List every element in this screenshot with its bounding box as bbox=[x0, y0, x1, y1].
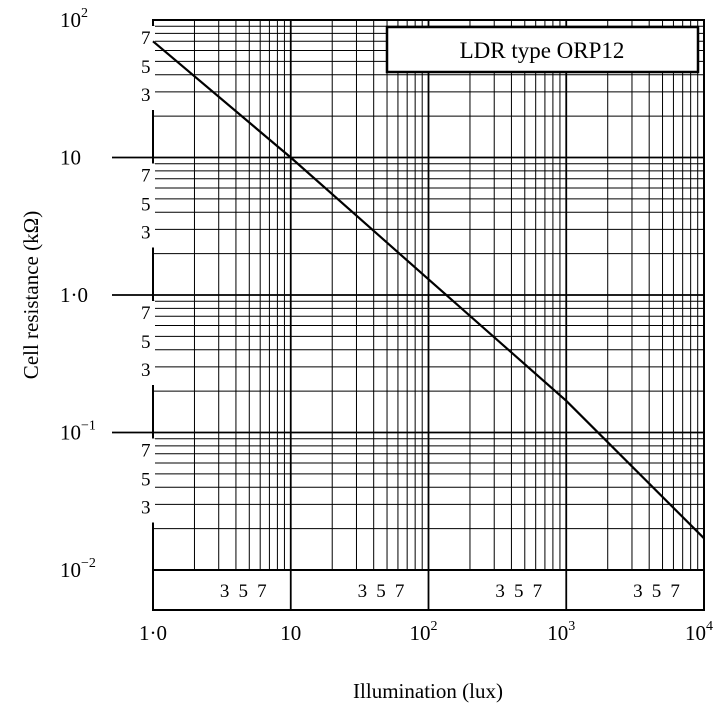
y-minor-tick-label: 5 bbox=[141, 57, 151, 78]
y-minor-labels: 7 5 3 7 5 3 7 5 3 7 5 3 bbox=[140, 26, 155, 523]
y-tick-exponent: −2 bbox=[81, 556, 96, 571]
x-minor-tick-label: 7 bbox=[533, 581, 543, 602]
y-minor-tick-label: 3 bbox=[141, 85, 151, 106]
y-minor-tick-label: 5 bbox=[141, 470, 151, 491]
y-minor-tick-label: 3 bbox=[141, 223, 151, 244]
x-tick-label: 102 bbox=[410, 619, 438, 645]
x-tick-exponent: 2 bbox=[431, 619, 438, 634]
y-tick-exponent: −1 bbox=[81, 419, 96, 434]
y-minor-label-bg bbox=[140, 438, 155, 523]
x-minor-tick-label: 5 bbox=[376, 581, 386, 602]
y-minor-label-bg bbox=[140, 301, 155, 385]
y-minor-tick-label: 7 bbox=[141, 303, 151, 324]
series bbox=[152, 40, 705, 540]
y-minor-tick-label: 5 bbox=[141, 195, 151, 216]
x-minor-tick-label: 7 bbox=[395, 581, 405, 602]
y-minor-label-bg bbox=[140, 163, 155, 248]
x-axis-label: Illumination (lux) bbox=[353, 679, 503, 703]
y-tick-label: 1·0 bbox=[60, 283, 88, 307]
x-minor-tick-label: 3 bbox=[495, 581, 505, 602]
x-tick-exponent: 3 bbox=[568, 619, 575, 634]
y-tick-label: 102 bbox=[60, 6, 88, 32]
y-axis-label: Cell resistance (kΩ) bbox=[19, 211, 43, 379]
x-minor-tick-label: 3 bbox=[220, 581, 230, 602]
y-minor-tick-label: 7 bbox=[141, 28, 151, 49]
resistance-curve bbox=[152, 40, 705, 540]
x-minor-tick-label: 3 bbox=[633, 581, 643, 602]
x-minor-tick-label: 7 bbox=[257, 581, 267, 602]
y-minor-tick-label: 7 bbox=[141, 441, 151, 462]
y-minor-label-bg bbox=[140, 26, 155, 110]
x-tick-label: 1·0 bbox=[139, 621, 167, 645]
y-tick-label: 10 bbox=[60, 146, 81, 170]
y-tick-exponent: 2 bbox=[81, 6, 88, 21]
x-minor-tick-label: 5 bbox=[514, 581, 524, 602]
y-tick-labels: 10−2 10−1 1·0 10 102 bbox=[60, 6, 96, 582]
legend-box: LDR type ORP12 bbox=[385, 25, 700, 74]
legend-label: LDR type ORP12 bbox=[460, 38, 625, 63]
x-tick-label: 10 bbox=[280, 621, 301, 645]
x-tick-label: 103 bbox=[547, 619, 575, 645]
y-minor-tick-label: 3 bbox=[141, 360, 151, 381]
grid bbox=[112, 20, 704, 610]
y-minor-tick-label: 5 bbox=[141, 332, 151, 353]
y-tick-label: 10−2 bbox=[60, 556, 96, 582]
legend-box-frame bbox=[385, 25, 700, 74]
x-tick-label: 104 bbox=[685, 619, 713, 645]
x-minor-tick-label: 5 bbox=[238, 581, 248, 602]
x-tick-exponent: 4 bbox=[706, 619, 713, 634]
x-minor-tick-label: 7 bbox=[670, 581, 680, 602]
y-minor-tick-label: 7 bbox=[141, 166, 151, 187]
x-minor-tick-label: 3 bbox=[358, 581, 368, 602]
x-minor-tick-label: 5 bbox=[652, 581, 662, 602]
y-tick-label: 10−1 bbox=[60, 419, 96, 445]
x-tick-labels: 1·0 10 102 103 104 bbox=[139, 619, 713, 645]
y-minor-tick-label: 3 bbox=[141, 498, 151, 519]
